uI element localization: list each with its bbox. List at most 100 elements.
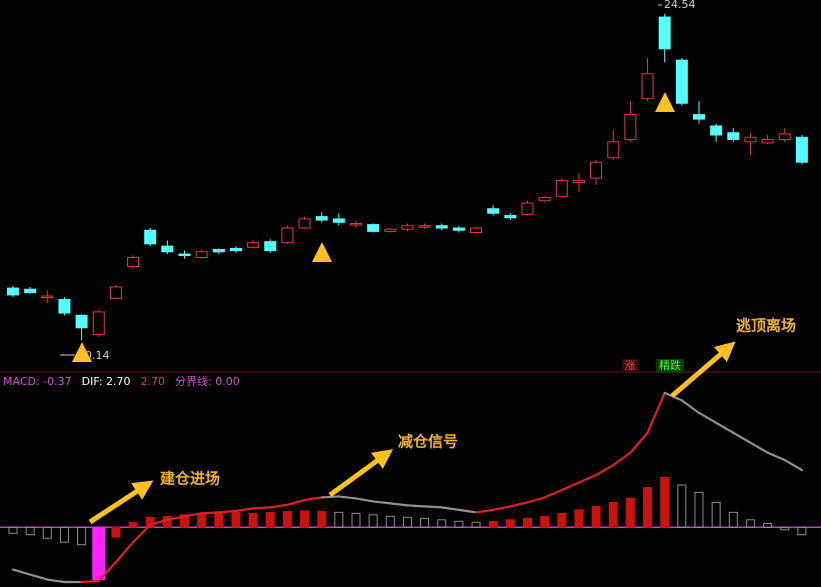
candle-body bbox=[315, 216, 328, 221]
candle-body bbox=[778, 133, 791, 141]
macd-line-segment bbox=[629, 431, 649, 454]
macd-line-segment bbox=[457, 508, 478, 514]
macd-line-segment bbox=[526, 496, 546, 504]
macd-line-segment bbox=[749, 441, 769, 454]
histogram-bar bbox=[608, 501, 618, 528]
macd-line-segment bbox=[149, 518, 169, 526]
candle-body bbox=[675, 59, 688, 104]
candle-body bbox=[418, 225, 431, 228]
histogram-bar bbox=[317, 510, 327, 528]
histogram-bar bbox=[402, 516, 412, 528]
macd-line-segment bbox=[286, 498, 306, 506]
candle-body bbox=[24, 288, 37, 294]
macd-line-segment bbox=[354, 497, 375, 503]
histogram-bar bbox=[145, 516, 155, 528]
arrow bbox=[88, 480, 154, 525]
macd-line-segment bbox=[423, 505, 443, 509]
histogram-bar bbox=[454, 520, 464, 528]
candle-body bbox=[555, 179, 568, 197]
histogram-bar bbox=[59, 526, 69, 543]
macd-line-segment bbox=[577, 473, 598, 484]
candle-body bbox=[435, 225, 448, 229]
histogram-bar bbox=[265, 511, 275, 528]
signal-label: 减仓信号 bbox=[398, 433, 458, 451]
candle-body bbox=[281, 227, 294, 244]
macd-line-segment bbox=[766, 451, 786, 462]
macd-line-segment bbox=[97, 561, 118, 583]
histogram-bar bbox=[25, 526, 35, 536]
candle-body bbox=[658, 16, 671, 50]
histogram-bar bbox=[574, 509, 584, 528]
macd-line-segment bbox=[492, 505, 512, 511]
macd-line-segment bbox=[406, 504, 426, 508]
histogram-bar bbox=[180, 514, 189, 528]
histogram-bar bbox=[763, 522, 773, 528]
candle-body bbox=[607, 141, 620, 159]
macd-line-segment bbox=[183, 512, 203, 518]
candle-body bbox=[470, 227, 483, 234]
histogram-bar bbox=[334, 511, 344, 528]
candle-body bbox=[127, 256, 140, 268]
candle-body bbox=[504, 215, 517, 219]
macd-line-segment bbox=[594, 463, 615, 477]
macd-line-segment bbox=[131, 523, 152, 544]
macd-line-segment bbox=[80, 579, 100, 584]
macd-line-segment bbox=[217, 509, 238, 514]
histogram-bar bbox=[351, 512, 361, 528]
signal-label: 逃顶离场 bbox=[736, 317, 796, 335]
indicator-label: DIF: 2.70 bbox=[82, 375, 131, 388]
histogram-bar bbox=[780, 526, 790, 531]
macd-line-segment bbox=[269, 503, 289, 509]
price-panel bbox=[7, 13, 808, 341]
macd-line-segment bbox=[320, 495, 340, 499]
macd-line-segment bbox=[560, 481, 581, 492]
macd-line-segment bbox=[303, 496, 323, 502]
histogram-bar bbox=[248, 512, 258, 528]
candle-body bbox=[298, 218, 311, 229]
macd-line-segment bbox=[732, 431, 752, 444]
candle-body bbox=[75, 314, 88, 329]
histogram-bar bbox=[591, 505, 601, 528]
histogram-bar bbox=[42, 526, 52, 539]
histogram-bar bbox=[540, 515, 550, 528]
candle-body bbox=[538, 196, 551, 202]
macd-line-segment bbox=[234, 507, 255, 512]
histogram-bar bbox=[643, 486, 653, 528]
candle-body bbox=[744, 136, 757, 143]
macd-line-segment bbox=[29, 573, 49, 581]
candle-body bbox=[572, 179, 585, 184]
candle-body bbox=[590, 161, 603, 179]
candle-body bbox=[92, 311, 105, 336]
candle-body bbox=[384, 228, 397, 232]
candle-body bbox=[521, 202, 534, 215]
candle-body bbox=[693, 114, 705, 120]
histogram-bar bbox=[231, 511, 241, 528]
macd-line-segment bbox=[200, 511, 220, 515]
histogram-bar bbox=[625, 497, 635, 528]
macd-line-segment bbox=[372, 500, 392, 505]
arrow bbox=[670, 341, 736, 398]
histogram-bar bbox=[677, 484, 687, 528]
candle-body bbox=[161, 245, 174, 253]
histogram-bar bbox=[8, 526, 18, 534]
macd-line-segment bbox=[474, 508, 495, 514]
macd-line-segment bbox=[440, 506, 460, 511]
indicator-label: MACD: -0.37 bbox=[3, 375, 72, 388]
indicator-label: 分界线: 0.00 bbox=[175, 374, 240, 388]
candle-body bbox=[264, 241, 277, 252]
histogram-bar bbox=[197, 513, 207, 528]
histogram-bar bbox=[111, 526, 121, 538]
candle-body bbox=[144, 229, 157, 245]
histogram-bar bbox=[214, 511, 224, 528]
candle-body bbox=[7, 287, 19, 296]
macd-line-segment bbox=[252, 506, 272, 510]
histogram-bar bbox=[523, 517, 532, 528]
macd-line-segment bbox=[543, 488, 563, 499]
histogram-bar bbox=[385, 515, 395, 528]
candle-body bbox=[487, 208, 500, 214]
candle-body bbox=[727, 132, 740, 141]
tag: 精跌 bbox=[659, 358, 681, 372]
histogram-bar bbox=[557, 512, 567, 528]
macd-line-segment bbox=[166, 515, 186, 521]
macd-line-segment bbox=[337, 495, 358, 500]
